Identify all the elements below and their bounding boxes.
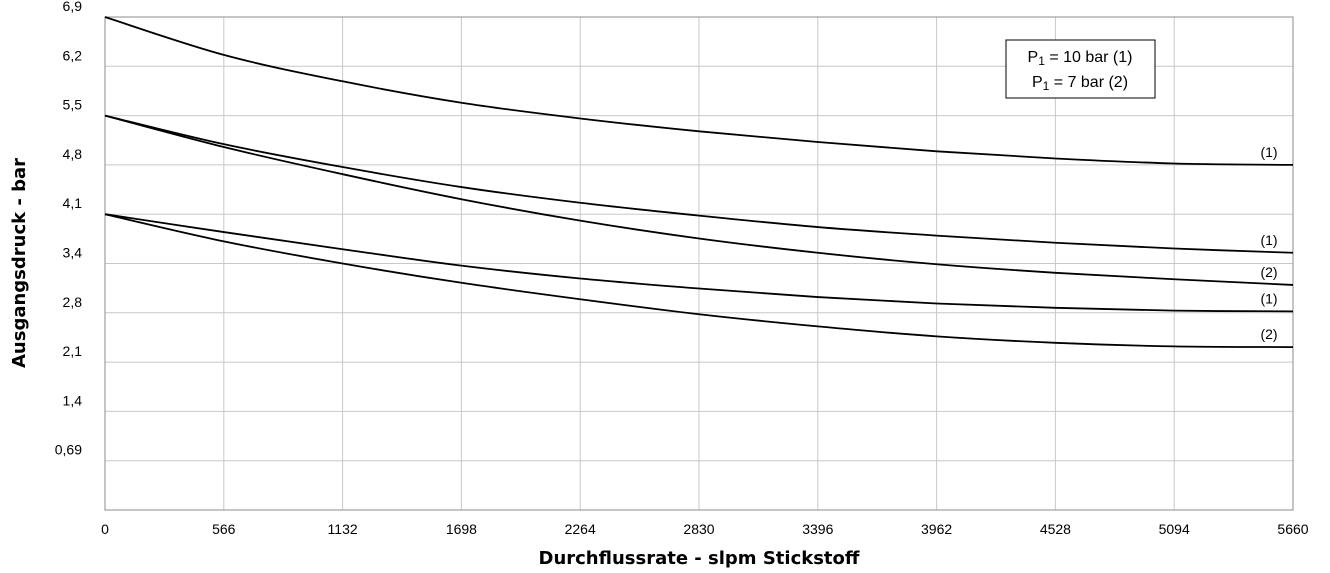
x-axis-title: Durchflussrate - slpm Stickstoff [539,548,860,569]
legend-entry-1: P1 = 10 bar (1) [1028,49,1133,68]
y-tick-labels: 0,69 1,4 2,1 2,8 3,4 4,1 4,8 5,5 6,2 6,9 [55,0,82,458]
x-tick-label: 5660 [1277,521,1308,537]
y-tick-label: 4,1 [63,195,83,211]
curve-label-3: (2) [1260,264,1277,280]
y-tick-label: 6,2 [63,47,83,63]
series-line-1 [104,16,1294,166]
curve-label-5: (2) [1260,326,1277,342]
x-tick-label: 1698 [446,521,477,537]
y-tick-label: 1,4 [63,392,83,408]
series-line-3 [104,114,1294,286]
y-tick-label: 5,5 [63,97,83,113]
series-line-4 [104,213,1294,313]
y-tick-label: 6,9 [63,0,83,14]
curve-label-2: (1) [1260,232,1277,248]
y-tick-label: 4,8 [63,146,83,162]
curve-labels: (1) (1) (2) (1) (2) [1260,144,1277,342]
x-tick-label: 1132 [328,521,358,537]
grid [105,17,1293,510]
y-tick-label: 2,8 [63,294,83,310]
legend: P1 = 10 bar (1) P1 = 7 bar (2) [1005,39,1156,99]
legend-entry-2: P1 = 7 bar (2) [1032,74,1128,93]
x-tick-label: 0 [101,521,109,537]
x-tick-label: 2830 [683,521,714,537]
y-tick-label: 3,4 [63,245,83,261]
x-tick-label: 2264 [565,521,596,537]
x-tick-label: 3962 [921,521,952,537]
y-tick-label: 2,1 [63,343,83,359]
y-axis-title: Ausgangsdruck - bar [9,158,30,368]
y-tick-label: 0,69 [55,442,82,458]
plot-frame [104,16,1294,511]
series-line-5 [104,213,1294,348]
series-line-2 [104,114,1294,254]
x-tick-labels: 0 566 1132 1698 2264 2830 3396 3962 4528 5094 5660 [101,521,1309,537]
x-tick-label: 4528 [1040,521,1071,537]
curve-label-4: (1) [1260,290,1277,306]
x-tick-label: 3396 [802,521,833,537]
curves [104,16,1294,348]
x-tick-label: 566 [212,521,236,537]
legend-box [1005,39,1156,99]
curve-label-1: (1) [1260,144,1277,160]
x-tick-label: 5094 [1159,521,1190,537]
